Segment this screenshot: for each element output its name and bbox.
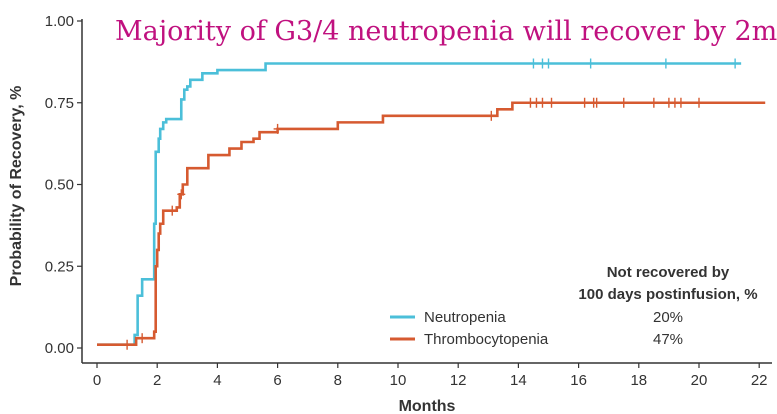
censor-mark-thrombocytopenia [273, 123, 282, 134]
legend-label-thrombocytopenia: Thrombocytopenia [424, 331, 549, 348]
y-tick-label: 0.75 [45, 95, 74, 112]
censor-mark-neutropenia [544, 58, 553, 69]
legend-value-thrombocytopenia: 47% [653, 331, 683, 348]
x-tick-label: 14 [510, 372, 527, 389]
x-tick-label: 0 [93, 372, 101, 389]
x-tick-label: 6 [273, 372, 281, 389]
censor-mark-thrombocytopenia [177, 189, 186, 200]
legend: Not recovered by 100 days postinfusion, … [390, 264, 758, 348]
x-tick-label: 2 [153, 372, 161, 389]
censor-mark-thrombocytopenia [168, 205, 177, 216]
x-tick-label: 4 [213, 372, 221, 389]
series-line-neutropenia [97, 62, 742, 347]
axes: 0.00 0.25 0.50 0.75 1.00 0 2 4 6 8 10 12 14 16 18 20 22 [45, 13, 772, 389]
chart-title: Majority of G3/4 neutropenia will recove… [115, 16, 777, 47]
censor-mark-neutropenia [731, 58, 740, 69]
legend-header-line2: 100 days postinfusion, % [578, 286, 757, 303]
x-tick-label: 8 [334, 372, 342, 389]
censor-mark-thrombocytopenia [592, 97, 601, 108]
censor-mark-thrombocytopenia [676, 97, 685, 108]
series-line-thrombocytopenia [97, 101, 766, 347]
x-tick-label: 20 [691, 372, 708, 389]
legend-value-neutropenia: 20% [653, 309, 683, 326]
censor-mark-neutropenia [529, 58, 538, 69]
censor-mark-thrombocytopenia [695, 97, 703, 108]
x-tick-label: 10 [390, 372, 407, 389]
x-tick-label: 22 [751, 372, 768, 389]
censor-mark-neutropenia [661, 58, 670, 69]
censor-mark-neutropenia [586, 58, 595, 69]
plot-area [97, 58, 766, 350]
y-tick-label: 0.00 [45, 340, 74, 357]
censor-mark-thrombocytopenia [538, 97, 547, 108]
x-tick-label: 16 [570, 372, 587, 389]
x-tick-label: 12 [450, 372, 467, 389]
x-axis-label: Months [399, 398, 456, 414]
y-tick-label: 0.25 [45, 258, 74, 275]
x-tick-label: 18 [630, 372, 647, 389]
legend-label-neutropenia: Neutropenia [424, 309, 506, 326]
censor-mark-thrombocytopenia [547, 97, 556, 108]
censor-mark-thrombocytopenia [649, 97, 658, 108]
y-tick-label: 1.00 [45, 13, 74, 30]
censor-mark-thrombocytopenia [619, 97, 628, 108]
y-tick-label: 0.50 [45, 177, 74, 194]
legend-header-line1: Not recovered by [607, 264, 730, 281]
censor-mark-thrombocytopenia [580, 97, 589, 108]
censor-mark-thrombocytopenia [487, 110, 496, 121]
censor-mark-thrombocytopenia [138, 333, 147, 344]
censor-mark-thrombocytopenia [123, 339, 132, 350]
y-axis-label: Probability of Recovery, % [8, 86, 25, 287]
